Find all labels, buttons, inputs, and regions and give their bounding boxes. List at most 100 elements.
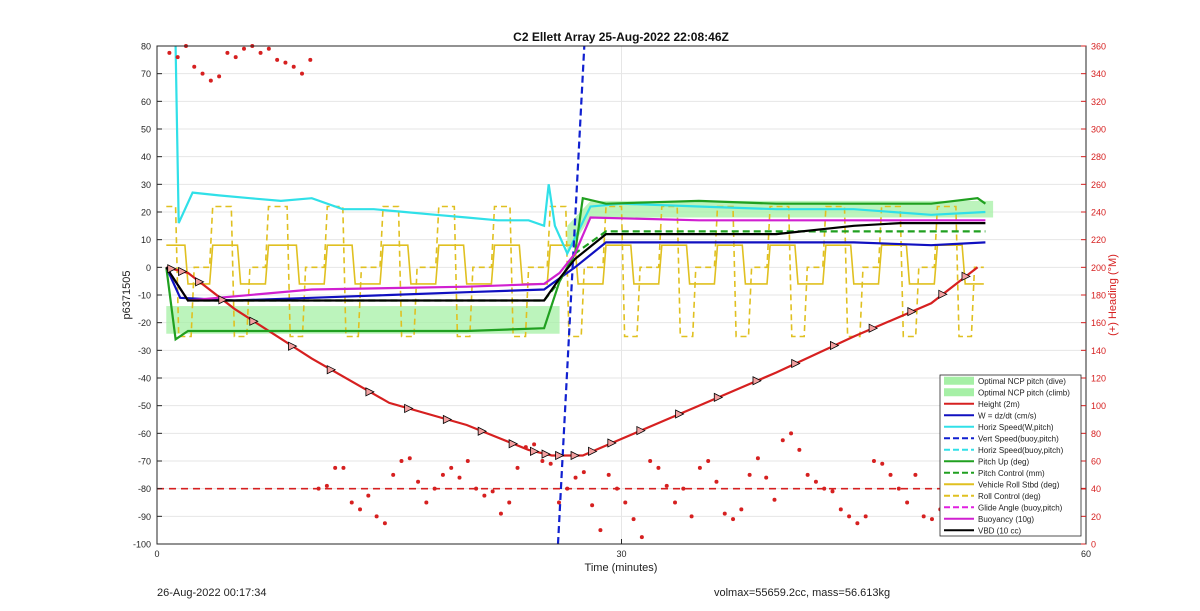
footer-timestamp: 26-Aug-2022 00:17:34: [157, 587, 267, 599]
y-right-tick-label: 260: [1091, 180, 1106, 190]
y-tick-label: 70: [141, 69, 151, 79]
heading-point: [291, 64, 296, 69]
heading-point: [664, 483, 669, 488]
heading-point: [490, 489, 495, 494]
height-marker: [365, 387, 375, 397]
legend-label: Vert Speed(buoy,pitch): [978, 434, 1059, 443]
heading-point: [217, 74, 222, 79]
heading-point: [507, 500, 512, 505]
heading-point: [780, 438, 785, 443]
legend-box: [939, 374, 1082, 537]
x-axis: 0 30 60: [154, 539, 1091, 559]
heading-point: [681, 486, 686, 491]
heading-point: [772, 497, 777, 502]
heading-point: [764, 475, 769, 480]
heading-point: [366, 493, 371, 498]
heading-point: [880, 461, 885, 466]
height-marker: [607, 438, 617, 448]
series-vert-speed-buoy-pitch-: [556, 45, 586, 545]
legend-label: Height (2m): [978, 400, 1020, 409]
heading-point: [697, 465, 702, 470]
height-marker: [541, 449, 551, 459]
legend-label: Optimal NCP pitch (climb): [978, 388, 1070, 397]
y-right-tick-label: 200: [1091, 263, 1106, 273]
y-tick-label: 80: [141, 42, 151, 52]
y-right-tick-label: 360: [1091, 42, 1106, 52]
heading-point: [747, 472, 752, 477]
legend-label: Horiz Speed(buoy,pitch): [978, 446, 1064, 455]
legend-label: Roll Control (deg): [978, 492, 1041, 501]
y-tick-label: -10: [138, 291, 151, 301]
heading-point: [333, 465, 338, 470]
y-right-tick-label: 320: [1091, 97, 1106, 107]
heading-point: [308, 57, 313, 62]
heading-point: [391, 472, 396, 477]
height-marker: [961, 271, 971, 281]
y-right-tick-label: 60: [1091, 457, 1101, 467]
y-tick-label: 0: [146, 263, 151, 273]
heading-point: [739, 507, 744, 512]
height-marker: [675, 409, 685, 419]
heading-point: [673, 500, 678, 505]
height-marker: [508, 439, 519, 449]
heading-point: [474, 486, 479, 491]
legend-label: Pitch Control (mm): [978, 469, 1045, 478]
y-right-tick-label: 300: [1091, 125, 1106, 135]
heading-point: [399, 459, 404, 463]
heading-point: [200, 71, 205, 76]
y-tick-label: -70: [138, 457, 151, 467]
height-marker: [791, 358, 801, 369]
heading-point: [813, 479, 818, 484]
y-right-tick-label: 80: [1091, 429, 1101, 439]
heading-point: [822, 486, 827, 491]
heading-point: [258, 50, 263, 55]
heading-point: [341, 465, 346, 470]
heading-point: [789, 431, 794, 436]
heading-point: [639, 535, 644, 540]
heading-point: [888, 472, 893, 477]
heading-point: [241, 46, 246, 51]
heading-point: [449, 465, 454, 470]
y-axis-right-label: (+) Heading (°M): [1107, 254, 1119, 336]
y-right-tick-label: 180: [1091, 291, 1106, 301]
heading-point: [623, 500, 628, 505]
y-tick-label: -40: [138, 374, 151, 384]
y-tick-label: -50: [138, 401, 151, 411]
y-axis-right: 0 20 40 60 80 100 120 140 160 180 200 220 240 260 280 3…: [1081, 42, 1106, 550]
y-axis-label: p6371505: [121, 271, 133, 320]
heading-point: [863, 514, 868, 519]
y-right-tick-label: 20: [1091, 512, 1101, 522]
heading-point: [225, 50, 230, 55]
height-marker: [636, 425, 646, 436]
ncp-band-climb: [567, 200, 994, 254]
heading-point: [656, 465, 661, 470]
y-tick-label: 30: [141, 180, 151, 190]
heading-point: [847, 514, 852, 519]
heading-point: [805, 472, 810, 477]
heading-point: [440, 472, 445, 477]
series-horiz-speed-w-pitch-: [174, 45, 986, 257]
y-tick-label: -100: [133, 540, 151, 550]
heading-point: [689, 514, 694, 519]
y-right-tick-label: 340: [1091, 69, 1106, 79]
heading-point: [830, 489, 835, 494]
height-marker: [326, 365, 337, 375]
heading-point: [706, 459, 711, 463]
height-marker: [218, 295, 228, 305]
ncp-bands: [166, 200, 994, 334]
footer-summary: volmax=55659.2cc, mass=56.613kg: [714, 587, 891, 599]
heading-point: [631, 517, 636, 522]
series-layer: [157, 45, 1086, 545]
series-height-2m-: [166, 266, 979, 457]
heading-point: [233, 55, 238, 60]
x-tick-label: 60: [1081, 549, 1091, 559]
y-axis-left: -100-90-80-70-60-50-40-30-20-10010203040…: [133, 42, 162, 550]
height-marker: [530, 446, 540, 456]
heading-point: [722, 511, 727, 516]
heading-point: [349, 500, 354, 505]
height-marker: [752, 376, 762, 386]
legend-label: Buoyancy (10g): [978, 515, 1034, 524]
heading-point: [548, 461, 553, 466]
legend-label: Optimal NCP pitch (dive): [978, 377, 1066, 386]
